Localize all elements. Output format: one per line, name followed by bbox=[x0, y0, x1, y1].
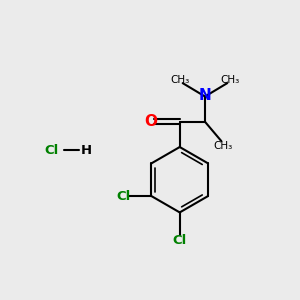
Text: Cl: Cl bbox=[172, 234, 187, 247]
Text: CH₃: CH₃ bbox=[170, 75, 189, 85]
Text: CH₃: CH₃ bbox=[220, 75, 240, 85]
Text: Cl: Cl bbox=[45, 143, 59, 157]
Text: H: H bbox=[80, 143, 92, 157]
Text: CH₃: CH₃ bbox=[213, 141, 232, 152]
Text: Cl: Cl bbox=[117, 190, 131, 202]
Text: O: O bbox=[144, 114, 158, 129]
Text: N: N bbox=[199, 88, 212, 103]
